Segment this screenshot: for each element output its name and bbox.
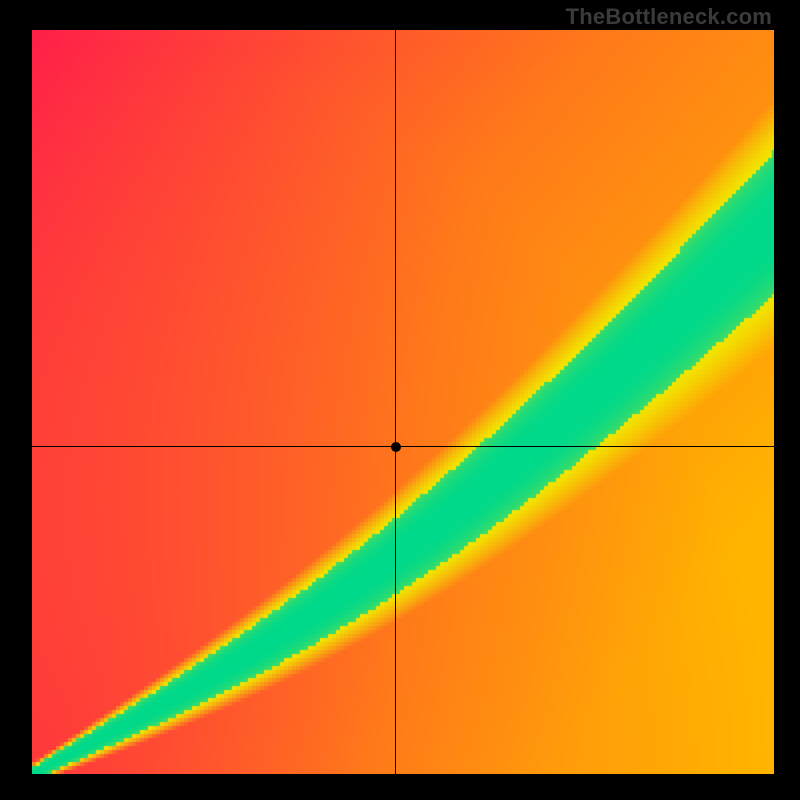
selection-marker: [391, 442, 401, 452]
crosshair-vertical: [395, 30, 396, 774]
chart-container: TheBottleneck.com: [0, 0, 800, 800]
heatmap-canvas: [32, 30, 774, 774]
watermark-text: TheBottleneck.com: [566, 4, 772, 30]
crosshair-horizontal: [32, 446, 774, 447]
